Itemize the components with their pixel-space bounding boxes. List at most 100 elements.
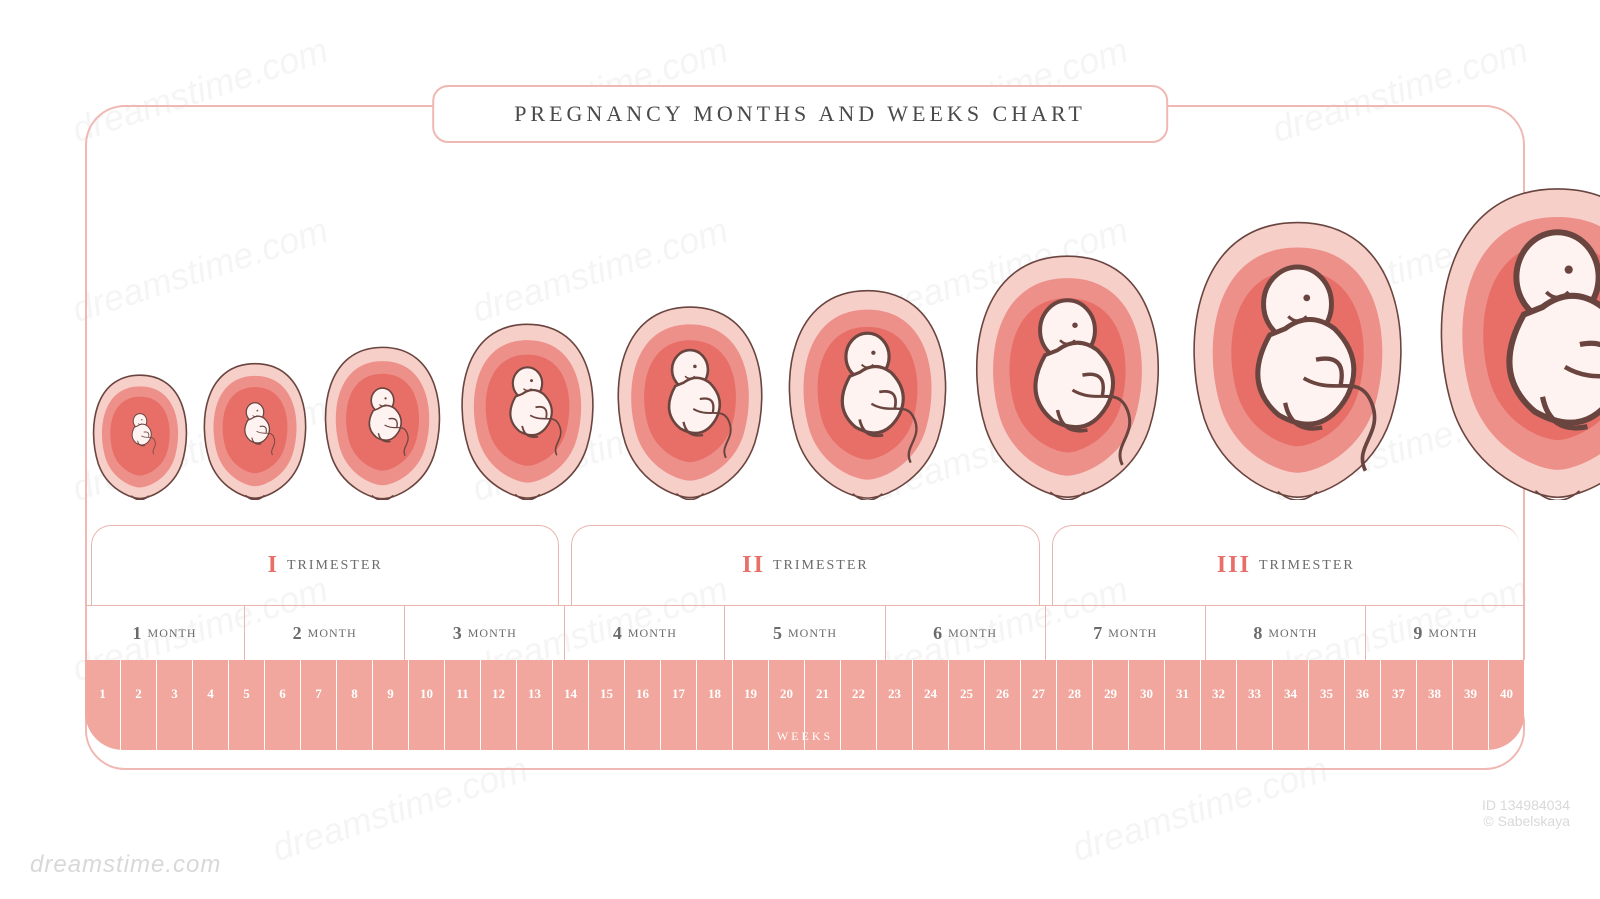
womb-icon [450,317,605,500]
womb-icon [85,370,195,500]
trimester-numeral: III [1217,552,1251,579]
week-cell-35: 35 [1309,660,1345,750]
month-label: MONTH [148,626,197,641]
month-number: 5 [773,623,782,644]
month-label: MONTH [1428,626,1477,641]
week-cell-28: 28 [1057,660,1093,750]
week-cell-13: 13 [517,660,553,750]
month-number: 1 [133,623,142,644]
week-cell-15: 15 [589,660,625,750]
week-cell-24: 24 [913,660,949,750]
week-cell-9: 9 [373,660,409,750]
week-cell-16: 16 [625,660,661,750]
month-number: 4 [613,623,622,644]
week-cell-17: 17 [661,660,697,750]
month-cell-4: 4 MONTH [565,606,725,661]
month-cell-7: 7 MONTH [1046,606,1206,661]
week-cell-10: 10 [409,660,445,750]
trimester-label: TRIMESTER [773,558,869,574]
month-cell-5: 5 MONTH [725,606,885,661]
month-label: MONTH [628,626,677,641]
womb-icon [1420,176,1600,501]
month-label: MONTH [788,626,837,641]
week-cell-30: 30 [1129,660,1165,750]
month-cell-2: 2 MONTH [245,606,405,661]
month-row: 1 MONTH2 MONTH3 MONTH4 MONTH5 MONTH6 MON… [85,605,1525,661]
week-cell-7: 7 [301,660,337,750]
month-cell-3: 3 MONTH [405,606,565,661]
week-cell-2: 2 [121,660,157,750]
week-cell-8: 8 [337,660,373,750]
week-cell-4: 4 [193,660,229,750]
month-number: 6 [933,623,942,644]
month-number: 9 [1413,623,1422,644]
trimester-cell-1: I TRIMESTER [91,525,559,605]
month-number: 3 [453,623,462,644]
week-cell-26: 26 [985,660,1021,750]
womb-icon [315,341,450,500]
week-cell-22: 22 [841,660,877,750]
week-cell-14: 14 [553,660,589,750]
week-row: 1234567891011121314151617181920212223242… [85,660,1525,750]
month-cell-8: 8 MONTH [1206,606,1366,661]
watermark-logo: dreamstime.com [30,851,221,879]
week-cell-19: 19 [733,660,769,750]
week-cell-31: 31 [1165,660,1201,750]
week-cell-23: 23 [877,660,913,750]
stage-month-4 [450,317,605,500]
stage-month-8 [1175,211,1420,500]
watermark-id-num: ID 134984034 [1482,797,1570,813]
month-cell-1: 1 MONTH [85,606,245,661]
week-cell-34: 34 [1273,660,1309,750]
womb-icon [775,282,960,500]
stage-month-1 [85,370,195,500]
trimester-cell-3: III TRIMESTER [1052,525,1519,605]
week-cell-29: 29 [1093,660,1129,750]
month-label: MONTH [468,626,517,641]
title-text: PREGNANCY MONTHS AND WEEKS CHART [514,101,1086,126]
trimester-cell-2: II TRIMESTER [571,525,1039,605]
stage-month-7 [960,246,1175,500]
stage-month-2 [195,358,315,500]
week-cell-37: 37 [1381,660,1417,750]
trimester-numeral: I [268,552,279,579]
month-number: 2 [293,623,302,644]
week-cell-1: 1 [85,660,121,750]
weeks-axis-label: WEEKS [777,729,833,744]
stage-month-6 [775,282,960,500]
month-label: MONTH [1108,626,1157,641]
stages-row [85,165,1525,500]
week-cell-5: 5 [229,660,265,750]
watermark-credit: © Sabelskaya [1482,813,1570,829]
month-number: 7 [1093,623,1102,644]
week-cell-12: 12 [481,660,517,750]
month-label: MONTH [308,626,357,641]
month-number: 8 [1253,623,1262,644]
womb-icon [605,299,775,500]
trimester-label: TRIMESTER [287,558,383,574]
chart-title: PREGNANCY MONTHS AND WEEKS CHART [432,85,1168,143]
womb-icon [195,358,315,500]
week-cell-32: 32 [1201,660,1237,750]
month-cell-9: 9 MONTH [1366,606,1525,661]
trimester-label: TRIMESTER [1259,558,1355,574]
stage-month-3 [315,341,450,500]
womb-icon [1175,211,1420,500]
month-label: MONTH [948,626,997,641]
week-cell-25: 25 [949,660,985,750]
week-cell-18: 18 [697,660,733,750]
womb-icon [960,246,1175,500]
week-cell-33: 33 [1237,660,1273,750]
trimester-numeral: II [742,552,765,579]
stage-month-9 [1420,176,1600,501]
month-label: MONTH [1268,626,1317,641]
week-cell-3: 3 [157,660,193,750]
canvas: dreamstime.comdreamstime.comdreamstime.c… [0,0,1600,899]
week-cell-39: 39 [1453,660,1489,750]
week-cell-36: 36 [1345,660,1381,750]
week-cell-40: 40 [1489,660,1525,750]
week-cell-38: 38 [1417,660,1453,750]
week-cell-27: 27 [1021,660,1057,750]
stage-month-5 [605,299,775,500]
week-cell-11: 11 [445,660,481,750]
